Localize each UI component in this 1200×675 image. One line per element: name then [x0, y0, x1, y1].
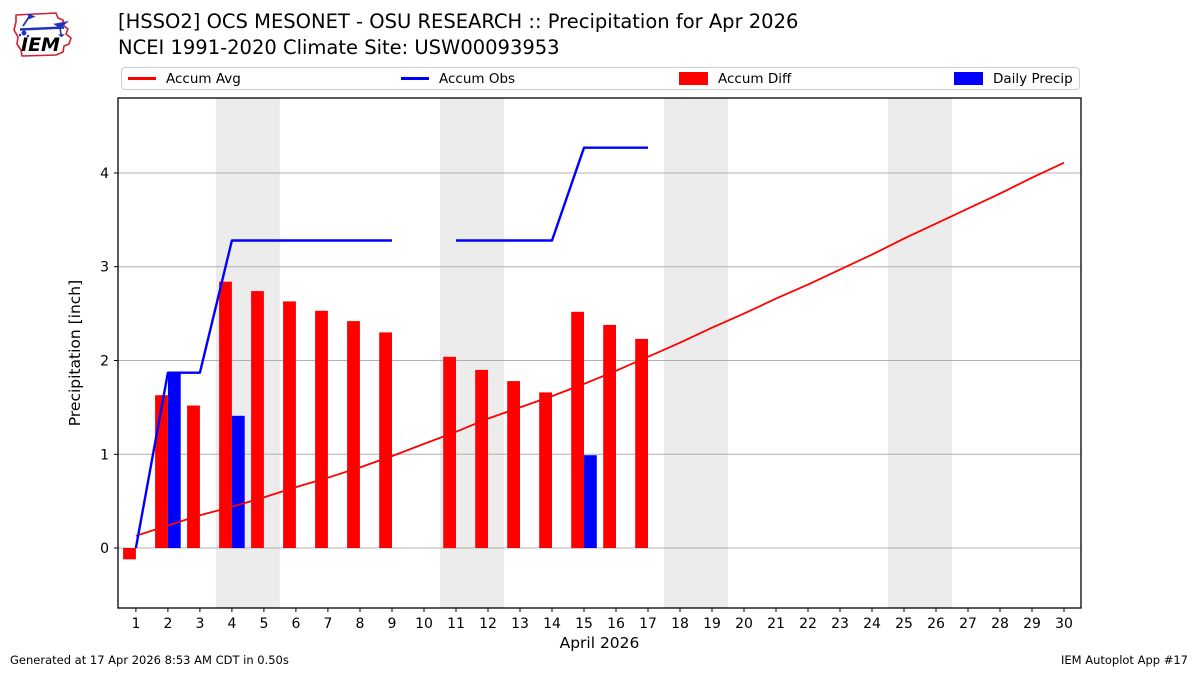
x-tick-label: 21 [767, 616, 785, 632]
x-tick-label: 18 [671, 616, 689, 632]
x-tick-label: 3 [195, 616, 204, 632]
chart-bar-accum-diff [315, 310, 328, 548]
legend-item-accum-obs: Accum Obs [401, 68, 515, 89]
x-tick-label: 16 [607, 616, 625, 632]
x-tick-label: 20 [735, 616, 753, 632]
chart-title-block: [HSSO2] OCS MESONET - OSU RESEARCH :: Pr… [118, 9, 798, 61]
y-tick-label: 3 [100, 260, 109, 276]
chart-bar-accum-diff [635, 338, 648, 548]
plot-border [117, 97, 1082, 609]
x-tick-label: 24 [863, 616, 881, 632]
chart-bar-accum-diff [155, 395, 168, 548]
x-tick-label: 30 [1055, 616, 1073, 632]
y-tick-label: 4 [100, 166, 109, 182]
chart-line-accum-obs [134, 239, 392, 549]
y-tick-label: 0 [100, 541, 109, 557]
x-tick-label: 2 [163, 616, 172, 632]
iem-logo: IEM [13, 12, 72, 57]
y-axis-label: Precipitation [inch] [66, 280, 84, 426]
x-tick-label: 7 [323, 616, 332, 632]
legend-item-accum-diff: Accum Diff [679, 68, 791, 89]
chart-bar-daily-precip [231, 415, 245, 548]
x-tick-label: 8 [356, 616, 365, 632]
legend-label: Accum Diff [718, 70, 792, 87]
daily-precip-patch-swatch-icon [954, 72, 983, 85]
x-tick-label: 11 [447, 616, 465, 632]
chart-bar-daily-precip [584, 455, 597, 548]
weekend-band [664, 98, 728, 608]
x-tick-label: 28 [991, 616, 1009, 632]
x-tick-label: 27 [959, 616, 977, 632]
x-tick-label: 5 [259, 616, 268, 632]
chart-bar-accum-diff [603, 324, 616, 548]
chart-bar-accum-diff [539, 392, 552, 548]
x-tick-label: 10 [415, 616, 433, 632]
chart-bar-accum-diff [219, 281, 232, 548]
chart-bar-accum-diff [571, 311, 584, 549]
accum-diff-patch-swatch-icon [679, 72, 708, 85]
x-tick-label: 15 [575, 616, 593, 632]
weather-vane-icon [18, 13, 70, 38]
x-tick-label: 1 [131, 616, 140, 632]
chart-bar-daily-precip [167, 372, 181, 548]
legend-item-accum-avg: Accum Avg [128, 68, 241, 89]
accum-obs-line-swatch-icon [401, 77, 429, 80]
y-tick-label: 2 [100, 354, 109, 370]
chart-line-accum-obs [456, 146, 648, 242]
x-tick-label: 9 [388, 616, 397, 632]
x-axis-label: April 2026 [560, 634, 640, 652]
chart-bar-accum-diff [251, 291, 264, 548]
x-tick-label: 4 [227, 616, 236, 632]
chart-bar-accum-diff [475, 369, 488, 548]
legend-label: Accum Obs [439, 70, 516, 87]
legend-label: Daily Precip [993, 70, 1073, 87]
x-tick-label: 23 [831, 616, 849, 632]
x-tick-label: 6 [291, 616, 300, 632]
page-subtitle: NCEI 1991-2020 Climate Site: USW00093953 [118, 36, 560, 59]
chart-bar-accum-diff [187, 405, 200, 548]
x-tick-label: 19 [703, 616, 721, 632]
legend-item-daily-precip: Daily Precip [954, 68, 1073, 89]
x-tick-label: 14 [543, 616, 561, 632]
legend-label: Accum Avg [166, 70, 241, 87]
footer-app-text: IEM Autoplot App #17 [1060, 653, 1188, 667]
x-tick-label: 12 [479, 616, 497, 632]
chart-bar-accum-diff [379, 332, 392, 548]
chart-bar-accum-diff [283, 301, 296, 548]
chart-bar-accum-diff [443, 356, 456, 549]
chart-bar-accum-diff [347, 321, 360, 548]
x-tick-label: 26 [927, 616, 945, 632]
footer-generated-text: Generated at 17 Apr 2026 8:53 AM CDT in … [10, 653, 289, 667]
chart-line-accum-avg [135, 161, 1065, 537]
accum-avg-line-swatch-icon [128, 77, 156, 80]
y-tick-label: 1 [100, 447, 109, 463]
chart-bar-accum-diff [507, 381, 520, 548]
logo-text: IEM [21, 34, 60, 56]
x-tick-label: 29 [1023, 616, 1041, 632]
page-title: [HSSO2] OCS MESONET - OSU RESEARCH :: Pr… [118, 10, 799, 33]
x-tick-label: 25 [895, 616, 913, 632]
chart-legend: Accum Avg Accum Obs Accum Diff Daily Pre… [121, 67, 1080, 90]
chart-bar-accum-diff [123, 548, 136, 560]
x-tick-label: 22 [799, 616, 817, 632]
x-tick-label: 13 [511, 616, 529, 632]
weekend-band [888, 98, 952, 608]
x-tick-label: 17 [639, 616, 657, 632]
